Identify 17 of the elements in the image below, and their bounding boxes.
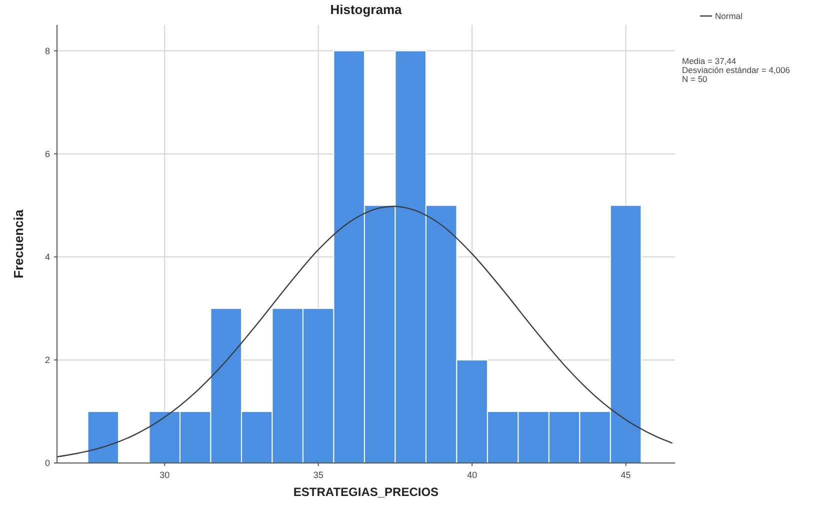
x-tick-label: 35 <box>313 470 324 480</box>
text: Desviación estándar = 4,006 <box>682 65 790 75</box>
line-series <box>56 206 673 458</box>
x-tick-label: 30 <box>160 470 170 480</box>
x-tick-label: 40 <box>467 470 478 480</box>
legend-label: Normal <box>715 10 743 21</box>
x-tick-label: 45 <box>620 470 631 480</box>
y-tick-label: 4 <box>44 252 50 262</box>
y-tick-label: 2 <box>44 355 50 366</box>
y-tick-label: 8 <box>44 46 50 56</box>
chart-title: Histograma <box>330 2 403 17</box>
x-axis-title: ESTRATEGIAS_PRECIOS <box>293 485 439 499</box>
y-tick-label: 6 <box>44 148 50 159</box>
text: N = 50 <box>682 74 708 84</box>
y-tick-label: 0 <box>44 458 50 468</box>
text: Media = 37,44 <box>682 56 736 66</box>
y-axis-title: Frecuencia <box>11 208 26 278</box>
